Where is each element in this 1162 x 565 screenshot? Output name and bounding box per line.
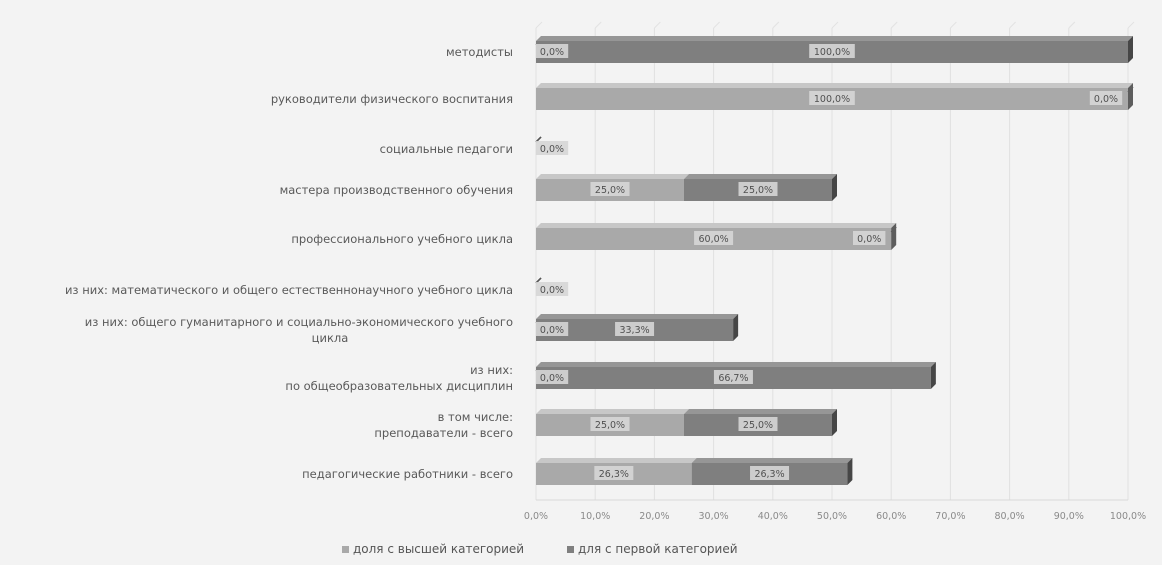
bar-top [536, 362, 936, 367]
bar-top [536, 409, 689, 414]
data-label: 33,3% [619, 325, 649, 336]
bar-side [1128, 36, 1133, 63]
x-tick-label: 100,0% [1110, 511, 1146, 522]
bars [535, 36, 1134, 485]
category-label: профессионального учебного цикла [291, 232, 513, 246]
data-label-box [738, 417, 778, 431]
bar-top [691, 458, 853, 463]
category-label: мастера производственного обучения [280, 183, 513, 197]
data-label: 0,0% [1094, 94, 1118, 105]
data-label: 0,0% [540, 47, 564, 58]
x-axis-tick-labels: 0,0% 10,0% 20,0% 30,0% 40,0% 50,0% 60,0% 70,0% 8… [524, 511, 1146, 522]
grid-line-depth [890, 21, 898, 29]
data-label-box [853, 231, 886, 245]
grid-line-depth [831, 21, 839, 29]
category-label: из них: общего гуманитарного и социально… [85, 315, 513, 345]
x-tick-label: 50,0% [817, 511, 847, 522]
data-label-box [809, 44, 855, 58]
legend: доля с высшей категорией для с первой ка… [342, 542, 738, 556]
data-label-box [809, 91, 855, 105]
grid-line-depth [594, 21, 602, 29]
data-label: 25,0% [595, 420, 625, 431]
bar-side [1128, 83, 1133, 110]
bar-top [536, 83, 1133, 88]
bar-top [684, 174, 837, 179]
bar-side [832, 174, 837, 201]
data-label-box [694, 231, 734, 245]
grid-line-depth [535, 21, 543, 29]
data-label-box [590, 417, 630, 431]
grid-line-depth [713, 21, 720, 29]
category-labels: педагогические работники - всего в том чи… [65, 45, 513, 481]
bar-top [536, 223, 897, 228]
bar-side [930, 362, 936, 389]
grid-line-depth [950, 21, 957, 29]
grid-line-depth [772, 21, 780, 29]
data-label: 0,0% [540, 325, 564, 336]
data-label: 26,3% [599, 469, 629, 480]
bar-top [684, 409, 837, 414]
grid-line-depth [654, 21, 661, 29]
data-label-box [535, 282, 569, 296]
data-label: 0,0% [540, 285, 564, 296]
legend-label-series-1: доля с высшей категорией [353, 542, 524, 556]
bar-side [891, 223, 897, 250]
data-label: 0,0% [540, 144, 564, 155]
x-tick-label: 80,0% [995, 511, 1025, 522]
category-label: педагогические работники - всего [302, 467, 513, 481]
category-label: методисты [446, 45, 513, 59]
data-label: 25,0% [595, 185, 625, 196]
category-label: из них: по общеобразовательных дисциплин [285, 363, 513, 393]
bar-side [847, 458, 853, 485]
data-label-box [535, 370, 569, 384]
grid-line-depth [1127, 21, 1135, 29]
data-label: 0,0% [857, 234, 881, 245]
grid-line-depth [1068, 21, 1076, 29]
category-label: социальные педагоги [380, 142, 513, 156]
category-label: руководители физического воспитания [271, 92, 513, 106]
x-tick-label: 0,0% [524, 511, 548, 522]
data-label-box [1089, 91, 1123, 105]
data-label: 100,0% [814, 47, 850, 58]
data-label: 0,0% [540, 373, 564, 384]
bar-top [536, 458, 697, 463]
x-tick-label: 30,0% [699, 511, 729, 522]
x-tick-label: 70,0% [935, 511, 965, 522]
data-label-box [535, 44, 569, 58]
category-label: из них: математического и общего естеств… [65, 283, 513, 297]
x-tick-label: 20,0% [639, 511, 669, 522]
legend-label-series-2: для с первой категорией [578, 542, 738, 556]
data-label: 25,0% [743, 420, 773, 431]
x-tick-label: 90,0% [1054, 511, 1084, 522]
data-label-box [535, 322, 569, 336]
data-label-box [594, 466, 634, 480]
data-label: 26,3% [754, 469, 784, 480]
data-label-box [738, 182, 778, 196]
grid-line-depth [1009, 21, 1016, 29]
x-tick-label: 40,0% [758, 511, 788, 522]
bar-top [536, 174, 689, 179]
legend-swatch-series-1 [342, 546, 349, 553]
data-label-box [750, 466, 790, 480]
data-label-box [590, 182, 630, 196]
data-label: 66,7% [718, 373, 748, 384]
data-label-box [713, 370, 753, 384]
bar-top [536, 314, 739, 319]
legend-swatch-series-2 [567, 546, 574, 553]
bar-top [536, 36, 1133, 41]
x-tick-label: 10,0% [580, 511, 610, 522]
bar-side [832, 409, 837, 436]
data-labels: 26,3% 26,3% 25,0% 25,0% 0,0% 66,7% 0,0% 33,3% 0,… [535, 44, 1123, 480]
data-label-box [535, 141, 569, 155]
data-label: 100,0% [814, 94, 850, 105]
category-label: в том числе: преподаватели - всего [374, 410, 513, 440]
data-label-box [615, 322, 655, 336]
data-label: 25,0% [743, 185, 773, 196]
bar-side [733, 314, 739, 341]
x-tick-label: 60,0% [876, 511, 906, 522]
data-label: 60,0% [699, 234, 729, 245]
